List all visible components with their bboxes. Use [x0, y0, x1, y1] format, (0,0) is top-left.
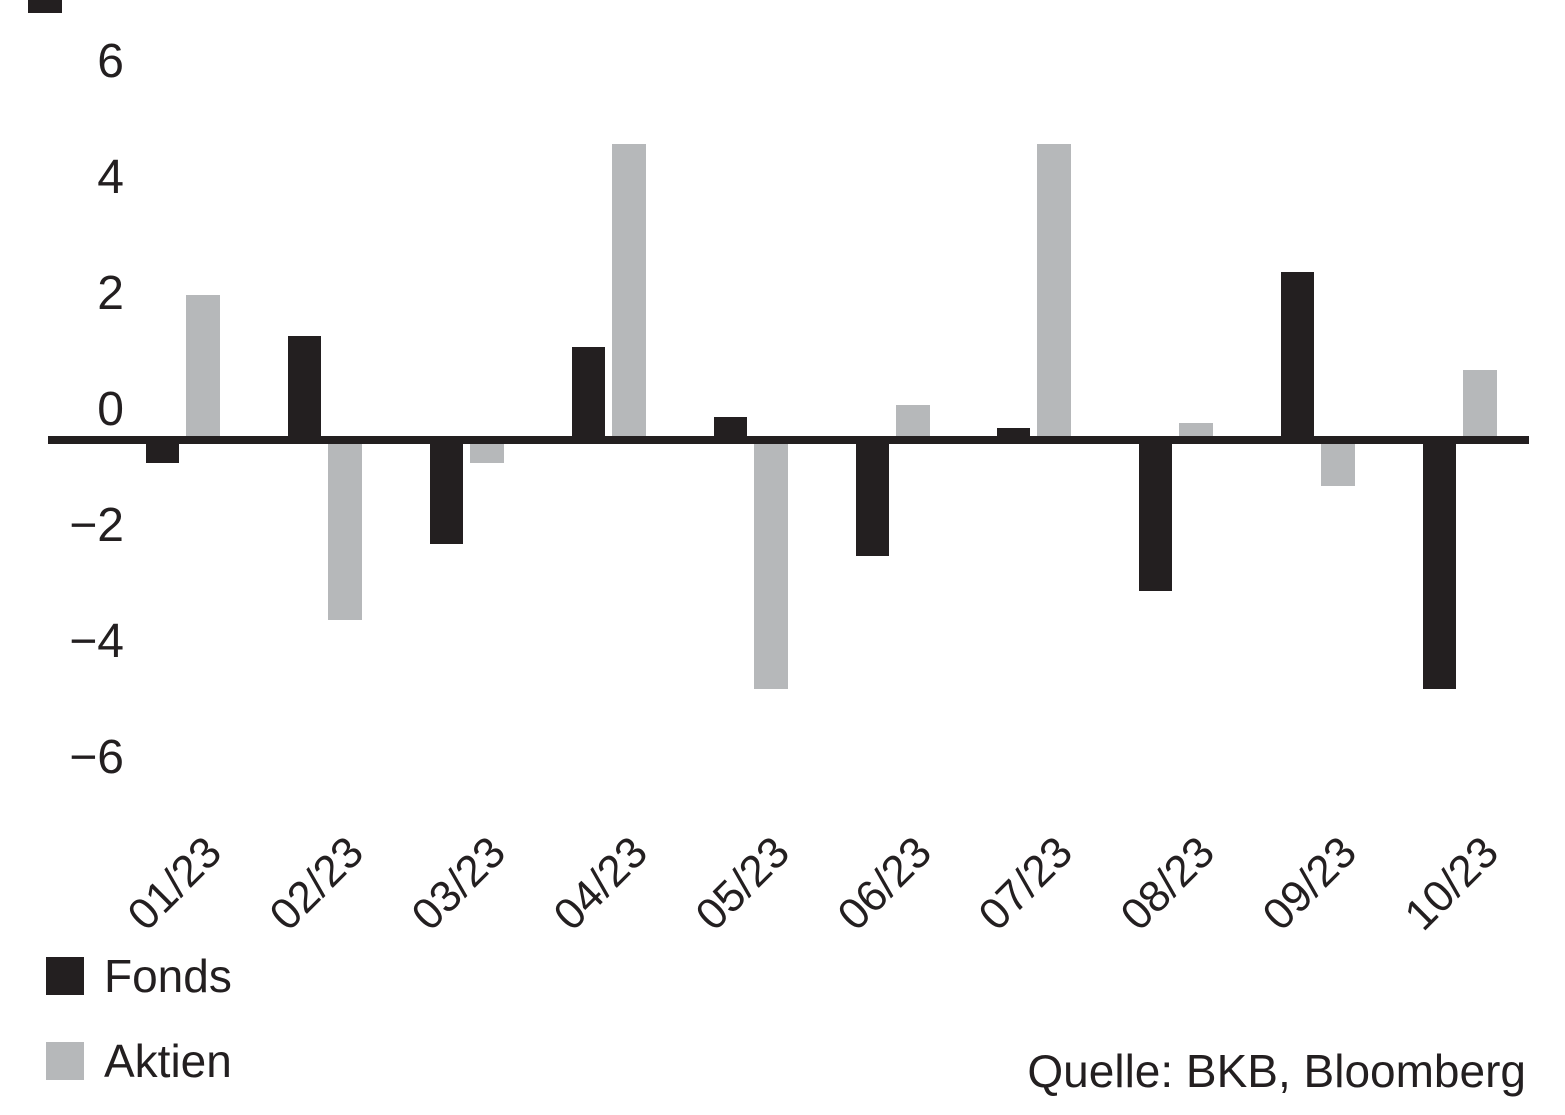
y-tick-label: 2 [97, 267, 124, 320]
legend-swatch-aktien-icon [46, 1042, 84, 1080]
bar-fonds-03/23 [429, 440, 463, 545]
bar-fonds-04/23 [571, 347, 605, 440]
legend-item-aktien: Aktien [46, 1035, 232, 1087]
source-caption: Quelle: BKB, Bloomberg [1027, 1045, 1526, 1097]
x-tick-label: 08/23 [1111, 827, 1225, 940]
bar-fonds-05/23 [713, 416, 747, 440]
crop-artifact-mark [28, 0, 62, 13]
y-tick-label: 0 [97, 383, 124, 436]
bar-fonds-10/23 [1423, 440, 1457, 690]
bar-fonds-02/23 [287, 335, 321, 440]
legend-label-fonds: Fonds [104, 950, 232, 1002]
bar-aktien-10/23 [1463, 370, 1498, 440]
y-tick-label: −6 [69, 731, 124, 784]
zero-axis-line [48, 436, 1529, 444]
bar-aktien-01/23 [186, 295, 220, 440]
bar-aktien-06/23 [895, 405, 930, 440]
bar-aktien-03/23 [469, 440, 504, 464]
y-tick-label: −2 [69, 499, 124, 552]
x-tick-label: 05/23 [686, 827, 799, 940]
x-tick-label: 09/23 [1253, 827, 1367, 940]
x-tick-label: 03/23 [402, 827, 515, 940]
bar-aktien-07/23 [1037, 144, 1072, 440]
bar-aktien-02/23 [327, 440, 362, 620]
bar-aktien-09/23 [1321, 440, 1356, 487]
bar-fonds-01/23 [146, 440, 179, 464]
chart-legend: Fonds Aktien [46, 950, 232, 1115]
x-tick-label: 06/23 [827, 827, 941, 940]
x-tick-label: 02/23 [260, 827, 373, 940]
x-tick-label: 07/23 [969, 827, 1083, 940]
legend-swatch-fonds-icon [46, 957, 84, 995]
y-tick-label: 6 [97, 35, 124, 88]
x-tick-label: 10/23 [1395, 827, 1509, 940]
legend-label-aktien: Aktien [104, 1035, 232, 1087]
y-tick-label: 4 [97, 151, 124, 204]
x-tick-label: 04/23 [544, 827, 657, 940]
bar-aktien-04/23 [611, 144, 646, 440]
bar-fonds-06/23 [855, 440, 889, 556]
legend-item-fonds: Fonds [46, 950, 232, 1002]
bar-fonds-07/23 [997, 428, 1031, 440]
bar-fonds-09/23 [1281, 271, 1315, 440]
bar-fonds-08/23 [1139, 440, 1173, 591]
y-tick-label: −4 [69, 615, 124, 668]
bar-aktien-08/23 [1179, 422, 1214, 440]
bar-aktien-05/23 [753, 440, 788, 690]
